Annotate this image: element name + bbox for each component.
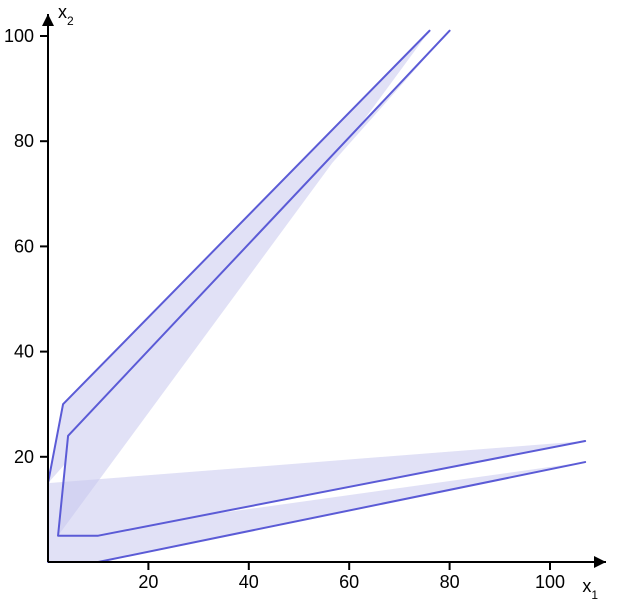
x-tick-label: 40 [239, 572, 259, 592]
y-axis-label: x2 [58, 2, 74, 28]
y-tick-label: 100 [4, 26, 34, 46]
line-region-chart: 20 40 60 80 100 20 40 60 80 100 x1 x2 [0, 0, 620, 599]
y-axis-arrow [42, 14, 54, 26]
band-fill [48, 441, 585, 562]
x-tick-label: 60 [339, 572, 359, 592]
x-tick-label: 80 [440, 572, 460, 592]
y-tick-label: 20 [14, 447, 34, 467]
y-tick-label: 80 [14, 131, 34, 151]
x-axis-arrow [594, 556, 606, 568]
x-tick-label: 20 [138, 572, 158, 592]
chart-container: 20 40 60 80 100 20 40 60 80 100 x1 x2 [0, 0, 620, 599]
region-boundary [58, 31, 585, 536]
x-tick-label: 100 [535, 572, 565, 592]
y-tick-label: 40 [14, 342, 34, 362]
y-tick-label: 60 [14, 236, 34, 256]
x-axis-label: x1 [582, 576, 598, 599]
